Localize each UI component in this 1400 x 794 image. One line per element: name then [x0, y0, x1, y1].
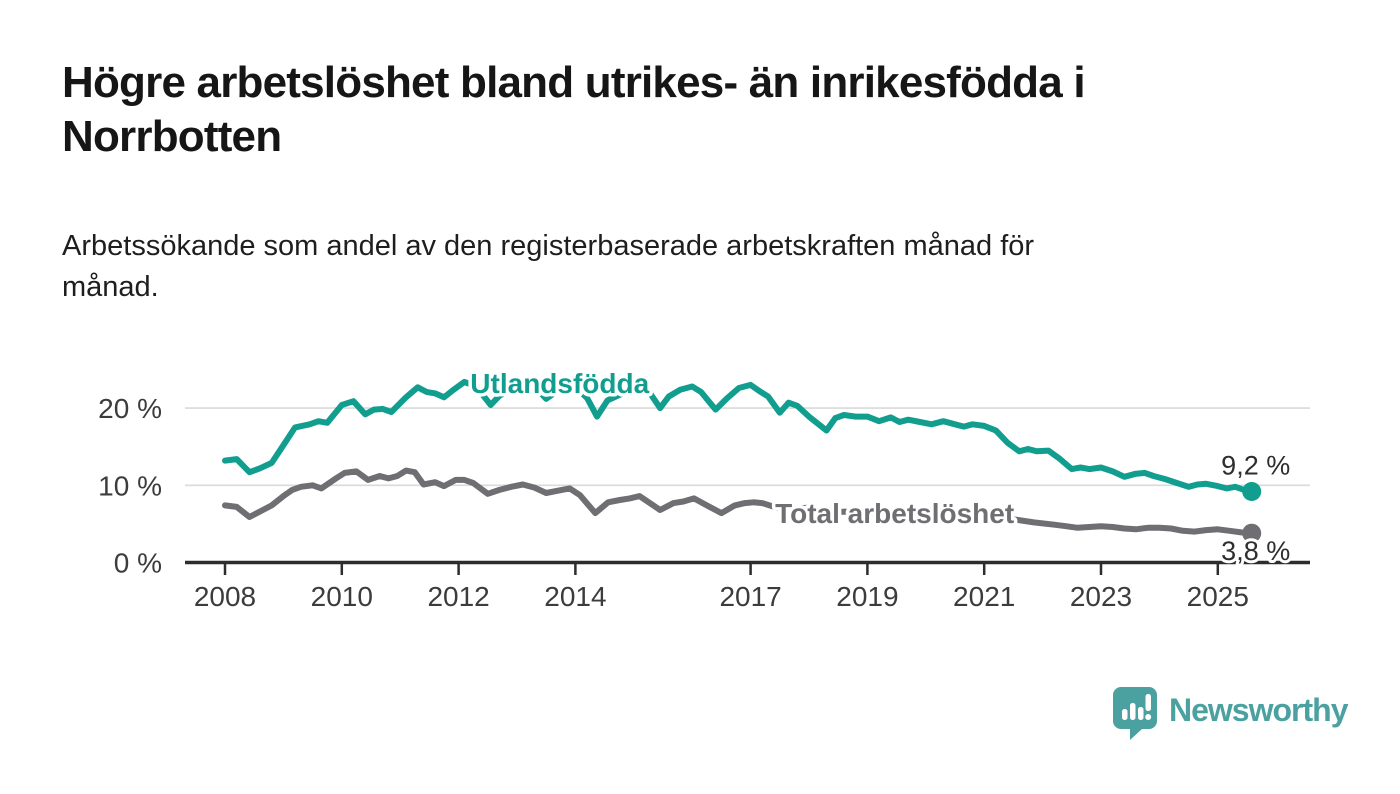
- newsworthy-logo-text: Newsworthy: [1169, 691, 1348, 728]
- exclamation-dot: [1145, 714, 1152, 720]
- series-line-total-arbetsloshet: [222, 467, 1255, 537]
- x-tick-label: 2017: [719, 581, 781, 612]
- title-line-1: Högre arbetslöshet bland utrikes- än inr…: [62, 58, 1086, 107]
- bar-chart-bar-3: [1138, 707, 1144, 720]
- y-tick-label: 10 %: [98, 470, 162, 501]
- series-endpoint-total-arbetsloshet: [1242, 523, 1262, 543]
- bar-chart-bar-2: [1130, 703, 1136, 720]
- chart-subtitle: Arbetssökande som andel av den registerb…: [62, 226, 1292, 307]
- end-value-label-total-arbetsloshet: 3,8 %: [1221, 536, 1290, 566]
- x-tick-label: 2012: [427, 581, 489, 612]
- x-tick-label: 2010: [311, 581, 373, 612]
- title-line-2: Norrbotten: [62, 111, 282, 161]
- newsworthy-logo: Newsworthy: [1112, 686, 1348, 740]
- series-line-utlandsfodda: [222, 378, 1255, 495]
- y-tick-label: 0 %: [114, 548, 162, 579]
- exclamation-bar: [1145, 694, 1151, 711]
- page-title: Högre arbetslöshet bland utrikes- än inr…: [62, 56, 1292, 163]
- series-label-utlandsfodda: Utlandsfödda: [470, 368, 649, 399]
- bar-chart-bar-1: [1122, 709, 1128, 720]
- x-tick-label: 2025: [1187, 581, 1249, 612]
- subtitle-line-1: Arbetssökande som andel av den registerb…: [62, 230, 1035, 262]
- subtitle-line-2: månad.: [62, 270, 159, 303]
- x-tick-label: 2021: [953, 581, 1015, 612]
- x-tick-label: 2014: [544, 581, 606, 612]
- x-tick-label: 2023: [1070, 581, 1132, 612]
- x-tick-label: 2008: [194, 581, 256, 612]
- end-value-label-utlandsfodda: 9,2 %: [1221, 451, 1290, 481]
- newsworthy-logo-icon: [1113, 687, 1157, 740]
- series-endpoint-utlandsfodda: [1242, 482, 1262, 501]
- y-tick-label: 20 %: [98, 393, 162, 424]
- x-tick-label: 2019: [836, 581, 898, 612]
- series-label-total-arbetsloshet: Total arbetslöshet: [775, 498, 1014, 529]
